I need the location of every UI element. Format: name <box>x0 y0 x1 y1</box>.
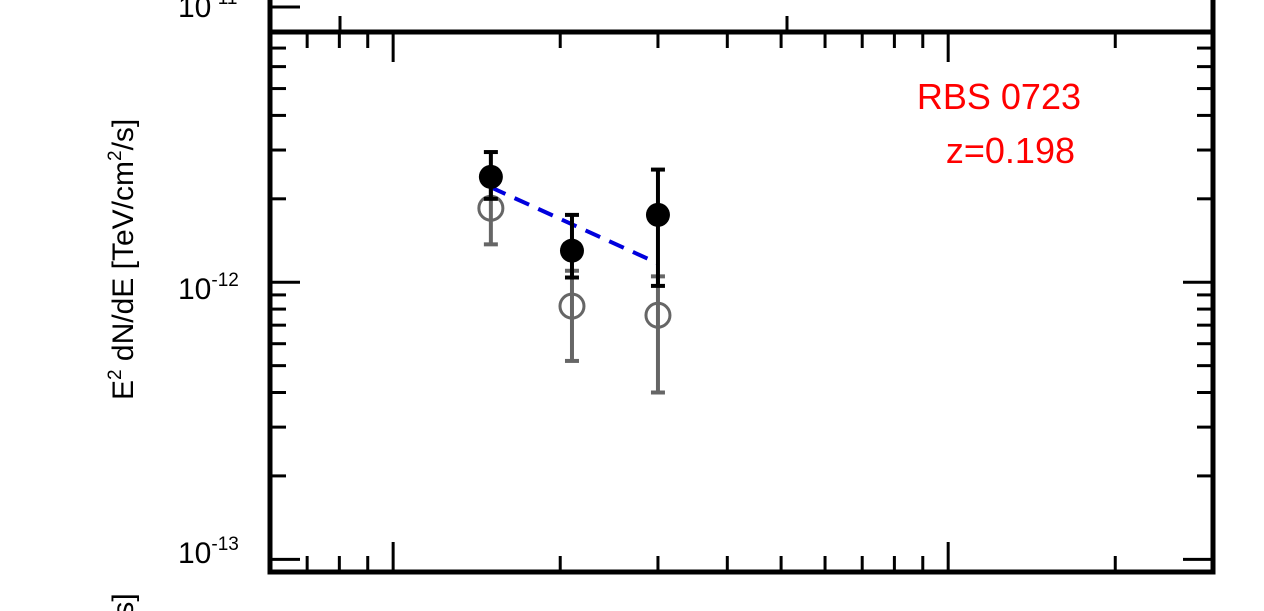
source-redshift: z=0.198 <box>946 130 1075 171</box>
upper-panel-remnant: 10-11 <box>178 0 1216 32</box>
plot-frame <box>267 29 1216 575</box>
source-name: RBS 0723 <box>917 76 1081 117</box>
y-tick-labels: 10-12 10-13 <box>178 270 239 570</box>
marker-filled <box>478 164 503 189</box>
marker-filled <box>559 238 584 263</box>
y-tick-label-1e-13: 10-13 <box>178 534 239 570</box>
data-points-layer <box>477 150 672 395</box>
deabsorbed-point-3 <box>644 274 672 395</box>
deabsorbed-point-2 <box>558 268 586 363</box>
fit-line-layer <box>490 185 659 266</box>
marker-open <box>644 301 672 329</box>
y-tick-label-1e-12: 10-12 <box>178 270 239 306</box>
observed-point-2 <box>559 212 584 280</box>
fit-line <box>490 185 659 266</box>
lower-panel-ylabel-clipped: /s] <box>107 593 140 611</box>
marker-open <box>558 292 586 320</box>
marker-filled <box>645 202 670 227</box>
axis-ticks <box>268 30 1215 574</box>
observed-point-3 <box>645 167 670 288</box>
observed-point-1 <box>478 150 503 201</box>
y-axis-label: E2 dN/dE [TeV/cm2/s] <box>105 119 140 400</box>
clipped-tick-label: 10-11 <box>178 0 237 24</box>
